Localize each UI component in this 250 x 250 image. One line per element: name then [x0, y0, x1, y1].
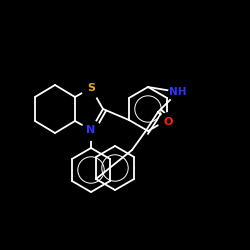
Text: NH: NH [169, 87, 187, 97]
Text: O: O [163, 117, 173, 127]
Text: N: N [86, 125, 96, 135]
Text: S: S [87, 83, 95, 93]
